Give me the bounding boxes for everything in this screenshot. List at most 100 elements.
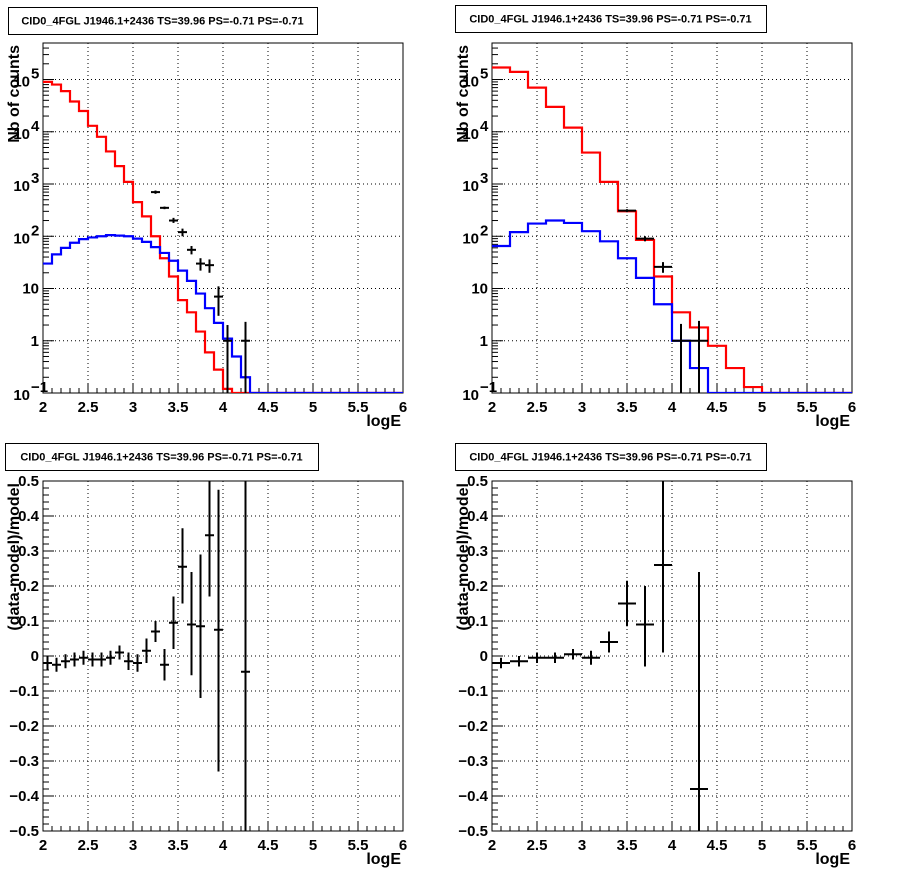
x-tick-label: 4 bbox=[668, 837, 677, 854]
y-tick-label: −0.2 bbox=[458, 718, 488, 735]
x-tick-label: 5 bbox=[758, 837, 766, 854]
data-point bbox=[564, 649, 582, 660]
y-tick-label: 0.1 bbox=[467, 613, 488, 630]
data-point bbox=[88, 652, 97, 667]
y-tick-label-base: 10 bbox=[13, 387, 30, 404]
data-point bbox=[169, 596, 178, 649]
x-tick-label: 3 bbox=[129, 399, 137, 416]
chart-title: CID0_4FGL J1946.1+2436 TS=39.96 PS=-0.71… bbox=[20, 452, 302, 464]
data-layer bbox=[492, 481, 708, 831]
data-point bbox=[636, 586, 654, 667]
data-point bbox=[241, 481, 250, 831]
x-tick-label: 5.5 bbox=[797, 837, 818, 854]
y-tick-label: 0.4 bbox=[467, 508, 489, 525]
y-tick-label: −0.5 bbox=[458, 823, 488, 840]
series-1-histogram bbox=[43, 234, 403, 393]
x-tick-label: 2.5 bbox=[527, 399, 548, 416]
data-point bbox=[106, 650, 115, 665]
data-point bbox=[600, 631, 618, 653]
x-tick-label: 2 bbox=[488, 837, 496, 854]
y-tick-label: 0.5 bbox=[18, 473, 39, 490]
y-tick-label-exp: −1 bbox=[31, 379, 48, 396]
data-point bbox=[115, 645, 124, 660]
data-point bbox=[654, 262, 672, 273]
y-tick-label-base: 10 bbox=[13, 178, 30, 195]
data-point bbox=[151, 621, 160, 642]
data-layer bbox=[43, 80, 403, 393]
x-tick-label: 2 bbox=[39, 837, 47, 854]
x-tick-label: 6 bbox=[399, 837, 407, 854]
data-point bbox=[672, 323, 690, 393]
x-tick-label: 3.5 bbox=[617, 837, 638, 854]
data-point bbox=[79, 650, 88, 665]
y-tick-label: 0.3 bbox=[18, 543, 39, 560]
y-tick-label: −0.3 bbox=[9, 753, 39, 770]
data-point bbox=[492, 657, 510, 669]
grid bbox=[492, 481, 852, 831]
x-tick-label: 4 bbox=[219, 399, 228, 416]
x-tick-label: 5 bbox=[758, 399, 766, 416]
y-tick-label: −0.3 bbox=[458, 753, 488, 770]
x-axis-label: logE bbox=[815, 851, 850, 868]
data-point bbox=[151, 190, 160, 194]
chart-title: CID0_4FGL J1946.1+2436 TS=39.96 PS=-0.71… bbox=[21, 16, 303, 28]
data-point bbox=[205, 481, 214, 597]
y-tick-label-exp: 3 bbox=[31, 170, 39, 187]
data-point bbox=[214, 489, 223, 772]
panel-residuals-coarse-bins: 2 2.5 3 3.5 4 4.5 5 5.5 6 −0.5 −0.4 −0.3 −0.2 −0.1 0 0.… bbox=[455, 443, 856, 868]
y-tick-label: 0.2 bbox=[18, 578, 39, 595]
x-tick-label: 4.5 bbox=[258, 837, 279, 854]
y-tick-label: 1 bbox=[31, 333, 39, 350]
y-tick-label: −0.5 bbox=[9, 823, 39, 840]
x-tick-label: 3.5 bbox=[617, 399, 638, 416]
x-tick-label: 4 bbox=[668, 399, 677, 416]
x-tick-label: 4.5 bbox=[707, 837, 728, 854]
y-tick-label: 0.1 bbox=[18, 613, 39, 630]
chart-title: CID0_4FGL J1946.1+2436 TS=39.96 PS=-0.71… bbox=[469, 14, 751, 26]
grid bbox=[43, 481, 403, 831]
y-tick-label-exp: 4 bbox=[480, 118, 489, 135]
x-axis-label: logE bbox=[815, 413, 850, 430]
data-layer bbox=[492, 66, 852, 393]
x-axis-label: logE bbox=[366, 413, 401, 430]
data-point bbox=[97, 652, 106, 667]
data-point bbox=[43, 656, 52, 670]
x-tick-label: 2 bbox=[39, 399, 47, 416]
data-point bbox=[169, 217, 178, 223]
x-tick-label: 5.5 bbox=[348, 837, 369, 854]
data-point bbox=[70, 652, 79, 667]
series-0-histogram bbox=[43, 80, 403, 393]
x-tick-label: 6 bbox=[399, 399, 407, 416]
title-box bbox=[8, 7, 318, 35]
x-tick-label: 4.5 bbox=[258, 399, 279, 416]
panel-residuals-fine-bins: 2 2.5 3 3.5 4 4.5 5 5.5 6 −0.5 −0.4 −0.3 −0.2 −0.1 0 0.… bbox=[5, 443, 407, 868]
y-tick-label: 0.2 bbox=[467, 578, 488, 595]
y-tick-label-base: 10 bbox=[13, 126, 30, 143]
data-point bbox=[178, 528, 187, 604]
y-tick-label-exp: 2 bbox=[31, 222, 39, 239]
y-axis-label: (data-model)/model bbox=[455, 483, 472, 631]
y-tick-label: −0.2 bbox=[9, 718, 39, 735]
series-0-histogram bbox=[492, 66, 852, 393]
data-point bbox=[160, 206, 169, 210]
chart-title: CID0_4FGL J1946.1+2436 TS=39.96 PS=-0.71… bbox=[469, 452, 751, 464]
x-axis-label: logE bbox=[366, 851, 401, 868]
x-tick-label: 2 bbox=[488, 399, 496, 416]
y-tick-label-exp: 2 bbox=[480, 222, 488, 239]
x-tick-label: 3 bbox=[578, 399, 586, 416]
title-box bbox=[455, 443, 767, 471]
data-point bbox=[214, 286, 223, 316]
data-point bbox=[690, 572, 708, 831]
x-tick-label: 4.5 bbox=[707, 399, 728, 416]
series-1-histogram bbox=[492, 219, 852, 393]
data-point bbox=[61, 654, 70, 669]
data-point bbox=[528, 652, 546, 663]
y-tick-label: 10 bbox=[22, 281, 39, 298]
title-box bbox=[5, 443, 319, 471]
y-tick-label: 1 bbox=[480, 333, 488, 350]
data-point bbox=[241, 321, 250, 393]
data-point bbox=[133, 654, 142, 672]
data-layer bbox=[43, 481, 250, 831]
data-point bbox=[160, 649, 169, 681]
